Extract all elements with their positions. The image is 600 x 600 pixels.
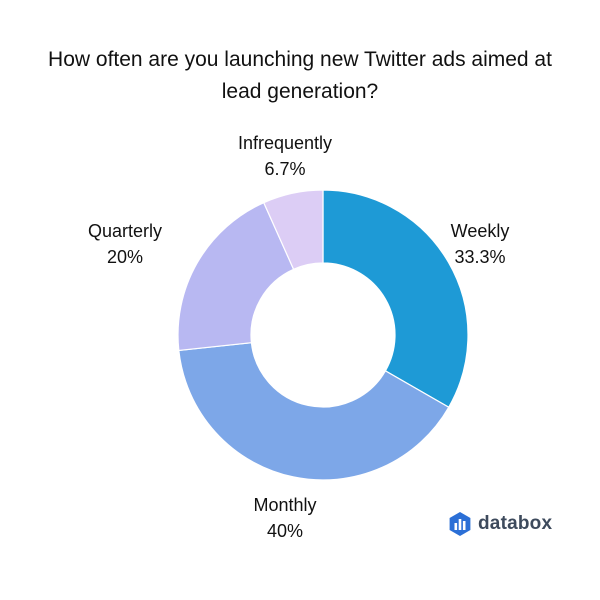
slice-value-monthly: 40% <box>266 521 304 541</box>
slice-value-weekly: 33.3% <box>454 247 506 267</box>
chart-title: How often are you launching new Twitter … <box>48 48 552 103</box>
brand-name: databox <box>478 513 553 534</box>
donut-slice-infrequently <box>262 189 324 271</box>
slice-name-weekly: Weekly <box>450 221 510 241</box>
slice-value-infrequently: 6.7% <box>264 159 306 179</box>
slice-name-infrequently: Infrequently <box>237 133 333 153</box>
slice-label-weekly: Weekly 33.3% <box>451 218 510 270</box>
slice-name-monthly: Monthly <box>253 495 317 515</box>
databox-logo-icon <box>449 512 471 536</box>
slice-label-infrequently: Infrequently 6.7% <box>238 130 332 182</box>
slice-value-quarterly: 20% <box>106 247 144 267</box>
brand-logo: databox <box>449 512 552 536</box>
slice-label-quarterly: Quarterly 20% <box>88 218 162 270</box>
slice-name-quarterly: Quarterly <box>87 221 163 241</box>
donut-slice-monthly <box>178 342 450 481</box>
donut-slice-quarterly <box>177 201 295 352</box>
donut-slice-weekly <box>322 189 469 409</box>
slice-label-monthly: Monthly 40% <box>253 492 316 544</box>
